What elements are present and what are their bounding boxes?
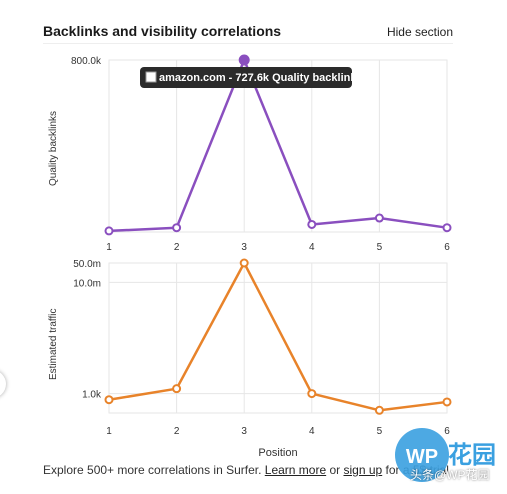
chart2-y-tick-label: 1.0k <box>82 390 102 401</box>
chart2-x-tick-label: 5 <box>377 426 383 437</box>
watermark-logo: WP 花园 <box>395 428 496 482</box>
chart1-plot-area <box>108 59 448 233</box>
chart2-data-point <box>374 405 384 415</box>
learn-more-link[interactable]: Learn more <box>264 463 327 477</box>
chart1-x-tick-label: 3 <box>241 242 247 253</box>
chart2-x-tick-label: 2 <box>174 426 180 437</box>
chart1-x-tick-label: 5 <box>377 242 383 253</box>
footer-middle: or <box>326 463 344 477</box>
chart2-data-point <box>104 395 114 405</box>
hide-section-button[interactable]: Hide section <box>386 25 453 39</box>
chart2-x-tick-label: 4 <box>309 426 315 437</box>
chart2-data-point <box>307 389 317 399</box>
chart1-data-point <box>374 213 384 223</box>
chart2-y-tick-label: 50.0m <box>73 259 101 270</box>
svg-text:WP: WP <box>406 446 438 468</box>
chart-tooltip: amazon.com - 727.6k Quality backlinks <box>140 67 363 88</box>
chart1-x-tick-label: 1 <box>106 242 112 253</box>
chart2-plot-area <box>108 262 448 414</box>
chart2-data-point <box>172 384 182 394</box>
chart2-x-tick-label: 1 <box>106 426 112 437</box>
chart1-data-point <box>307 219 317 229</box>
chart2-x-axis-label: Position <box>258 447 297 459</box>
chart1-y-axis-label: Quality backlinks <box>48 110 59 186</box>
chart1-data-point <box>238 54 250 66</box>
section-title: Backlinks and visibility correlations <box>43 23 282 39</box>
chart2-y-tick-label: 10.0m <box>73 278 101 289</box>
tooltip-swatch <box>145 71 157 83</box>
svg-text:花园: 花园 <box>448 442 496 469</box>
title-divider <box>43 43 453 44</box>
chart2-y-axis-label: Estimated traffic <box>48 308 59 380</box>
chart2-data-point <box>239 258 249 268</box>
chart2-series-line <box>108 261 448 412</box>
backlinks-chart: 800.0k 1 2 3 4 5 6 <box>71 54 452 253</box>
footer-prefix: Explore 500+ more correlations in Surfer… <box>43 463 265 477</box>
tooltip-box <box>140 67 352 88</box>
chart1-x-tick-label: 6 <box>444 242 450 253</box>
chart2-x-tick-label: 3 <box>241 426 247 437</box>
chart1-x-tick-label: 4 <box>309 242 315 253</box>
tooltip-text: amazon.com - 727.6k Quality backlinks <box>159 72 363 84</box>
chart1-x-tick-label: 2 <box>174 242 180 253</box>
chart1-data-point <box>172 223 182 233</box>
watermark-caption: 头条@WP花园 <box>410 468 490 482</box>
side-scroll-handle[interactable] <box>0 370 6 398</box>
chart1-y-tick-label: 800.0k <box>71 56 102 67</box>
sign-up-link[interactable]: sign up <box>343 463 383 477</box>
chart1-data-point <box>104 226 114 236</box>
chart1-series-line <box>108 58 448 233</box>
footer-line: Explore 500+ more correlations in Surfer… <box>43 463 449 477</box>
chart2-data-point <box>442 397 452 407</box>
chart1-data-point <box>442 223 452 233</box>
